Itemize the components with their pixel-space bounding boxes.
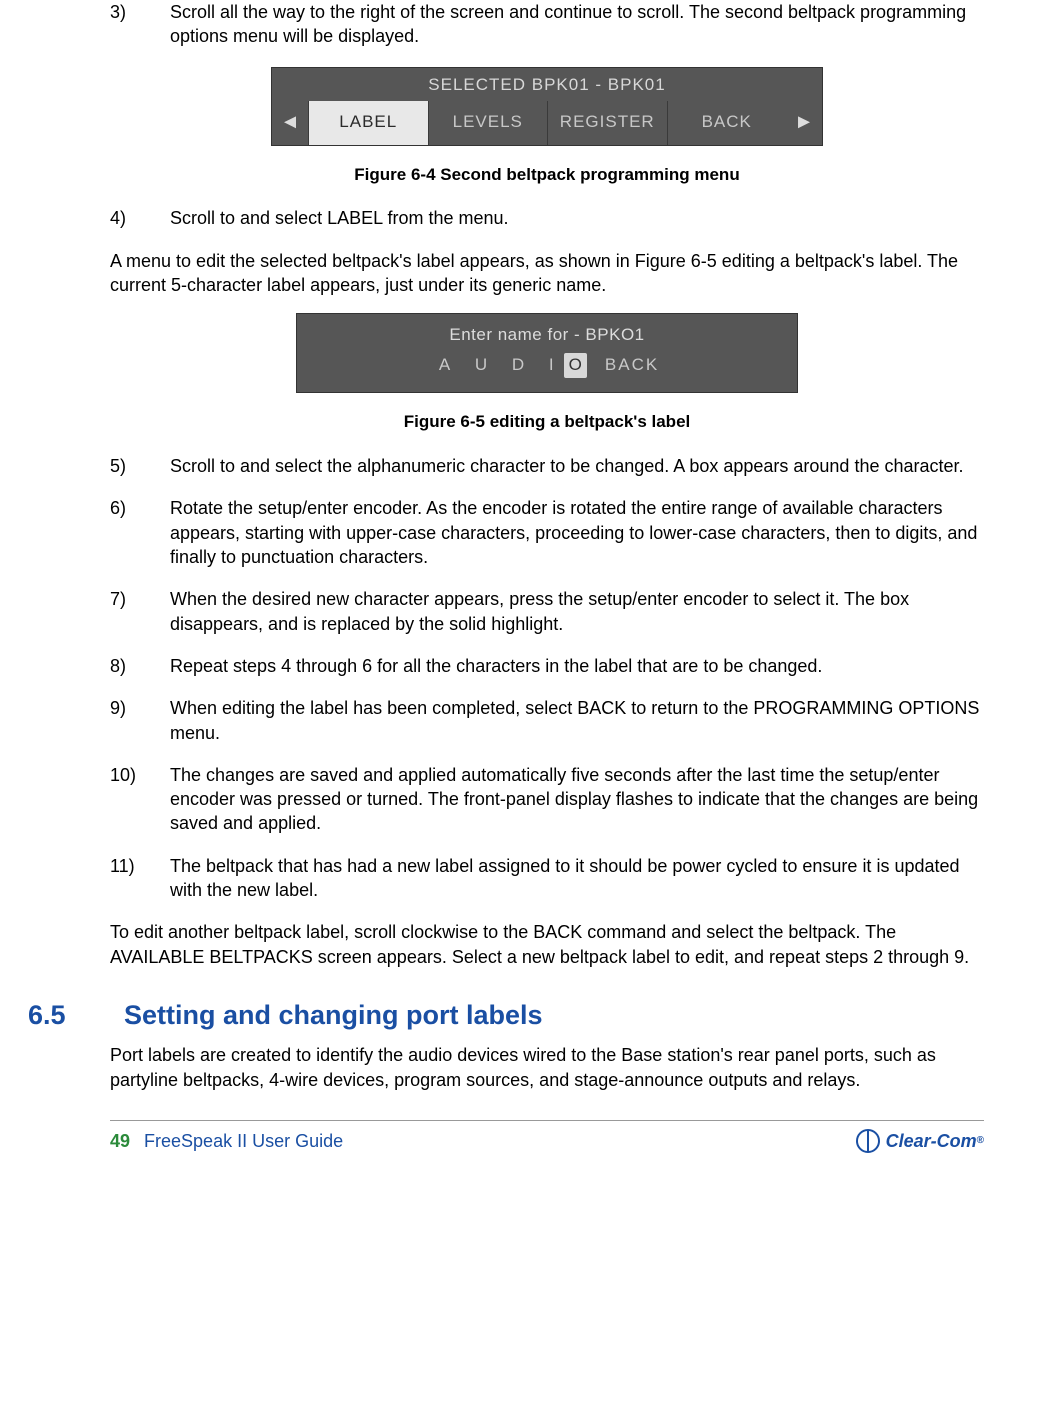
step-5: 5) Scroll to and select the alphanumeric…: [110, 454, 984, 478]
step-text: Repeat steps 4 through 6 for all the cha…: [170, 654, 984, 678]
step-text: Rotate the setup/enter encoder. As the e…: [170, 496, 984, 569]
screen1-title: SELECTED BPK01 - BPK01: [272, 68, 822, 101]
section-6-5-heading: 6.5 Setting and changing port labels: [110, 997, 984, 1033]
step-7: 7) When the desired new character appear…: [110, 587, 984, 636]
clear-com-logo: Clear-Com ®: [856, 1129, 984, 1153]
step-text: The changes are saved and applied automa…: [170, 763, 984, 836]
arrow-left-icon: ◄: [272, 101, 308, 145]
footer-doc-title: FreeSpeak II User Guide: [144, 1129, 343, 1153]
step-text: When editing the label has been complete…: [170, 696, 984, 745]
step-number: 7): [110, 587, 170, 636]
registered-mark: ®: [977, 1134, 984, 1148]
screen1-menu-row: ◄ LABEL LEVELS REGISTER BACK ►: [272, 101, 822, 145]
step-number: 3): [110, 0, 170, 49]
figure-6-5-screen: Enter name for - BPKO1 A U D I O BACK: [296, 313, 798, 393]
step-number: 8): [110, 654, 170, 678]
char-0: A: [435, 353, 460, 376]
step-6: 6) Rotate the setup/enter encoder. As th…: [110, 496, 984, 569]
section-number: 6.5: [14, 997, 124, 1033]
page-footer: 49 FreeSpeak II User Guide Clear-Com ®: [110, 1120, 984, 1153]
step-text: Scroll to and select LABEL from the menu…: [170, 206, 984, 230]
step-number: 4): [110, 206, 170, 230]
step-11: 11) The beltpack that has had a new labe…: [110, 854, 984, 903]
screen2-chars-row: A U D I O BACK: [297, 353, 797, 378]
figure-6-4-screen: SELECTED BPK01 - BPK01 ◄ LABEL LEVELS RE…: [271, 67, 823, 146]
step-number: 5): [110, 454, 170, 478]
char-3: I: [545, 353, 564, 376]
globe-icon: [856, 1129, 880, 1153]
section-title: Setting and changing port labels: [124, 997, 543, 1033]
screen2-back: BACK: [605, 354, 659, 377]
figure-6-4-caption: Figure 6-4 Second beltpack programming m…: [110, 164, 984, 187]
step-8: 8) Repeat steps 4 through 6 for all the …: [110, 654, 984, 678]
arrow-right-icon: ►: [786, 101, 822, 145]
step-text: The beltpack that has had a new label as…: [170, 854, 984, 903]
step-number: 10): [110, 763, 170, 836]
brand-name: Clear-Com: [886, 1129, 977, 1153]
step-text: Scroll all the way to the right of the s…: [170, 0, 984, 49]
step-text: When the desired new character appears, …: [170, 587, 984, 636]
footer-page-number: 49: [110, 1129, 130, 1153]
step-9: 9) When editing the label has been compl…: [110, 696, 984, 745]
char-selected: O: [564, 353, 587, 378]
paragraph-after-step11: To edit another beltpack label, scroll c…: [110, 920, 984, 969]
tab-levels: LEVELS: [428, 101, 548, 145]
tab-back: BACK: [667, 101, 787, 145]
step-10: 10) The changes are saved and applied au…: [110, 763, 984, 836]
step-number: 6): [110, 496, 170, 569]
footer-left: 49 FreeSpeak II User Guide: [110, 1129, 343, 1153]
step-3: 3) Scroll all the way to the right of th…: [110, 0, 984, 49]
char-1: U: [471, 353, 497, 376]
tab-label: LABEL: [308, 101, 428, 145]
step-text: Scroll to and select the alphanumeric ch…: [170, 454, 984, 478]
section-6-5-body: Port labels are created to identify the …: [110, 1043, 984, 1092]
screen2-prompt: Enter name for - BPKO1: [297, 324, 797, 347]
tab-register: REGISTER: [547, 101, 667, 145]
step-number: 11): [110, 854, 170, 903]
char-2: D: [508, 353, 534, 376]
paragraph-after-step4: A menu to edit the selected beltpack's l…: [110, 249, 984, 298]
figure-6-5-caption: Figure 6-5 editing a beltpack's label: [110, 411, 984, 434]
step-number: 9): [110, 696, 170, 745]
step-4: 4) Scroll to and select LABEL from the m…: [110, 206, 984, 230]
